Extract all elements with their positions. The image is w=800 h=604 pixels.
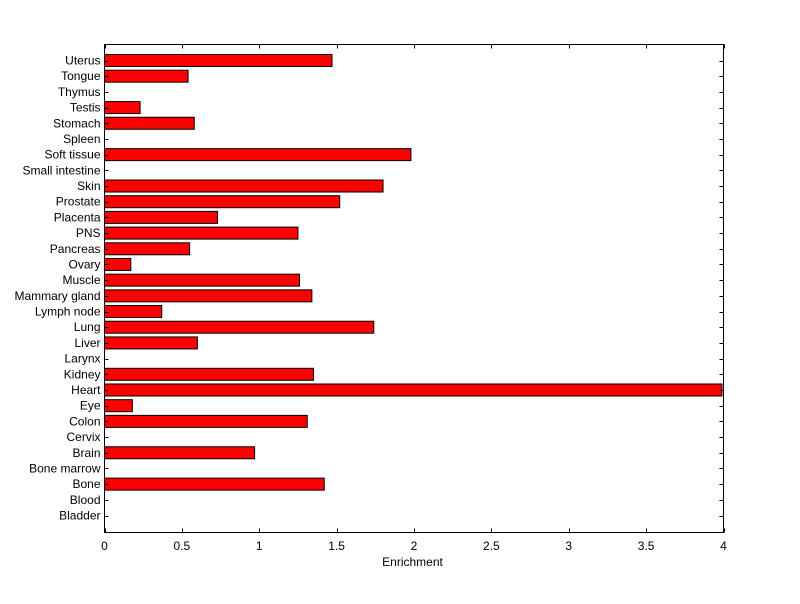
y-tick-label-brain: Brain — [72, 446, 100, 460]
y-tick-label-spleen: Spleen — [63, 132, 100, 146]
y-tick-label-skin: Skin — [77, 179, 100, 193]
y-tick-label-colon: Colon — [69, 414, 100, 428]
y-tick-label-bone: Bone — [72, 477, 100, 491]
x-tick-label-8: 4 — [720, 539, 727, 553]
y-tick-label-testis: Testis — [70, 101, 101, 115]
x-tick-label-0: 0 — [101, 539, 108, 553]
bar-colon — [104, 414, 308, 428]
y-tick-label-cervix: Cervix — [66, 430, 100, 444]
bar-tongue — [104, 69, 189, 83]
y-tick-label-soft-tissue: Soft tissue — [44, 148, 100, 162]
y-tick-label-ovary: Ovary — [68, 257, 100, 271]
bar-eye — [104, 399, 133, 413]
x-tick-label-3: 1.5 — [328, 539, 345, 553]
y-tick-label-larynx: Larynx — [64, 352, 100, 366]
bar-uterus — [104, 54, 333, 67]
y-tick-label-bladder: Bladder — [59, 509, 100, 523]
ticks-layer — [104, 44, 725, 533]
bars-layer — [104, 54, 723, 491]
bar-soft-tissue — [104, 148, 412, 162]
x-tick-label-5: 2.5 — [483, 539, 500, 553]
y-tick-label-tongue: Tongue — [61, 69, 101, 83]
y-tick-label-bone-marrow: Bone marrow — [29, 461, 101, 475]
bar-pancreas — [104, 242, 191, 256]
y-tick-label-prostate: Prostate — [56, 195, 101, 209]
x-tick-label-7: 3.5 — [638, 539, 655, 553]
y-tick-label-kidney: Kidney — [64, 367, 101, 381]
y-tick-label-uterus: Uterus — [65, 54, 100, 68]
bar-bone — [104, 477, 325, 491]
y-tick-label-eye: Eye — [80, 399, 101, 413]
bar-brain — [104, 446, 256, 460]
y-tick-label-heart: Heart — [71, 383, 101, 397]
x-tick-label-6: 3 — [565, 539, 572, 553]
y-tick-label-lymph-node: Lymph node — [35, 305, 101, 319]
x-axis-label: Enrichment — [382, 555, 443, 569]
bar-lymph-node — [104, 305, 163, 319]
y-tick-label-placenta: Placenta — [54, 210, 101, 224]
bar-mammary-gland — [104, 289, 313, 303]
bar-testis — [104, 101, 141, 115]
bar-liver — [104, 336, 198, 350]
y-tick-label-thymus: Thymus — [58, 85, 101, 99]
y-tick-label-blood: Blood — [70, 493, 101, 507]
bar-prostate — [104, 195, 341, 209]
bar-lung — [104, 320, 375, 334]
x-tick-label-1: 0.5 — [174, 539, 191, 553]
bar-kidney — [104, 367, 314, 381]
y-tick-label-pancreas: Pancreas — [50, 242, 101, 256]
y-tick-label-stomach: Stomach — [53, 116, 100, 130]
bar-heart — [104, 383, 723, 397]
plot-frame — [104, 44, 724, 533]
y-tick-label-lung: Lung — [74, 320, 101, 334]
bar-placenta — [104, 210, 218, 224]
y-tick-label-pns: PNS — [76, 226, 101, 240]
y-tick-label-liver: Liver — [74, 336, 100, 350]
x-tick-label-4: 2 — [411, 539, 418, 553]
x-tick-label-2: 1 — [256, 539, 263, 553]
bar-pns — [104, 226, 299, 240]
y-tick-label-mammary-gland: Mammary gland — [14, 289, 100, 303]
bar-muscle — [104, 273, 300, 287]
bar-stomach — [104, 116, 195, 130]
bar-skin — [104, 179, 384, 193]
y-tick-label-small-intestine: Small intestine — [22, 163, 100, 177]
y-tick-label-muscle: Muscle — [62, 273, 100, 287]
